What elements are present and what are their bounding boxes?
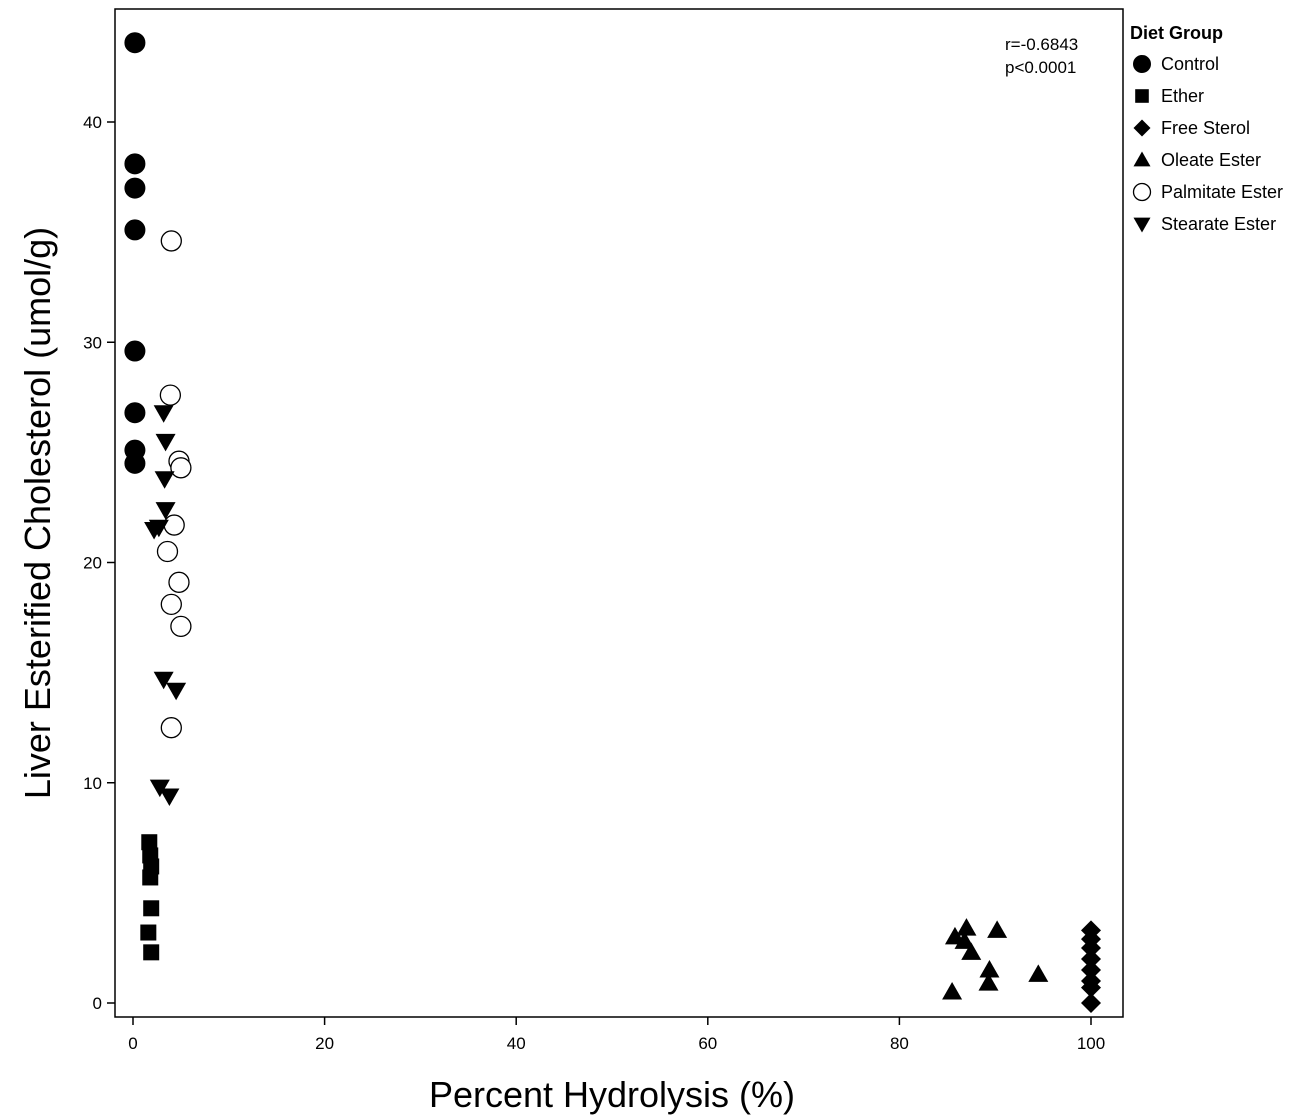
- data-point: [1081, 977, 1101, 998]
- y-axis: 0 10 20 30 40: [83, 113, 115, 1013]
- data-point: [124, 153, 146, 175]
- data-point: [154, 471, 175, 489]
- legend-title: Diet Group: [1130, 23, 1223, 43]
- series-ether: [140, 834, 160, 961]
- legend-item: Ether: [1135, 86, 1204, 106]
- data-point: [155, 502, 176, 520]
- plot-area: [114, 8, 1124, 1018]
- y-tick-label: 10: [83, 774, 102, 793]
- data-point: [156, 540, 179, 563]
- legend-label: Free Sterol: [1161, 118, 1250, 138]
- data-point: [159, 788, 180, 806]
- x-tick-label: 100: [1077, 1034, 1105, 1053]
- data-point: [143, 900, 160, 917]
- data-point: [124, 452, 146, 474]
- legend-label: Ether: [1161, 86, 1204, 106]
- data-point: [124, 402, 146, 424]
- data-point: [961, 942, 982, 960]
- legend-item: Free Sterol: [1133, 118, 1250, 138]
- x-axis-title: Percent Hydrolysis (%): [429, 1074, 795, 1115]
- data-points: [124, 32, 1101, 1013]
- data-point: [124, 32, 146, 54]
- data-point: [153, 405, 174, 423]
- legend-item: Palmitate Ester: [1132, 182, 1283, 202]
- data-point: [160, 593, 182, 615]
- series-control: [124, 32, 146, 474]
- x-axis: 0 20 40 60 80 100: [128, 1017, 1105, 1053]
- data-point: [979, 959, 1000, 978]
- data-point: [1081, 937, 1101, 958]
- data-point: [956, 918, 977, 936]
- data-point: [1081, 948, 1101, 969]
- legend-marker: [1133, 217, 1151, 233]
- data-point: [1081, 993, 1101, 1013]
- y-tick-label: 0: [93, 994, 102, 1013]
- x-tick-label: 80: [890, 1034, 909, 1053]
- data-point: [942, 981, 963, 1000]
- y-tick-label: 30: [83, 333, 102, 352]
- data-point: [170, 615, 192, 638]
- data-point: [124, 219, 146, 241]
- legend-marker: [1133, 151, 1151, 167]
- data-point: [159, 384, 182, 406]
- x-tick-label: 60: [698, 1034, 717, 1053]
- legend-label: Stearate Ester: [1161, 214, 1276, 234]
- data-point: [987, 920, 1008, 938]
- y-axis-title: Liver Esterified Cholesterol (umol/g): [17, 227, 58, 799]
- annotation-p: p<0.0001: [1005, 58, 1076, 77]
- legend-label: Control: [1161, 54, 1219, 74]
- legend-marker: [1135, 89, 1149, 103]
- legend-marker: [1133, 55, 1151, 73]
- data-point: [1028, 964, 1049, 982]
- data-point: [153, 671, 174, 690]
- legend-item: Oleate Ester: [1133, 150, 1261, 170]
- series-oleate-ester: [942, 918, 1049, 1000]
- data-point: [143, 944, 160, 961]
- legend-marker: [1132, 182, 1152, 202]
- series-stearate-ester: [144, 405, 187, 806]
- x-tick-label: 20: [315, 1034, 334, 1053]
- annotation-r: r=-0.6843: [1005, 35, 1078, 54]
- data-point: [954, 931, 975, 949]
- x-tick-label: 0: [128, 1034, 137, 1053]
- data-point: [149, 779, 170, 798]
- data-point: [148, 519, 169, 538]
- legend-item: Stearate Ester: [1133, 214, 1276, 234]
- data-point: [168, 571, 190, 593]
- legend-marker: [1133, 119, 1151, 137]
- x-tick-label: 40: [507, 1034, 526, 1053]
- series-palmitate-ester: [156, 230, 192, 739]
- legend-item: Control: [1133, 54, 1219, 74]
- legend-label: Oleate Ester: [1161, 150, 1261, 170]
- data-point: [166, 682, 187, 701]
- legend-label: Palmitate Ester: [1161, 182, 1283, 202]
- data-point: [160, 717, 182, 739]
- data-point: [141, 834, 158, 851]
- y-tick-label: 20: [83, 554, 102, 573]
- data-point: [978, 973, 999, 991]
- y-tick-label: 40: [83, 113, 102, 132]
- data-point: [155, 433, 176, 452]
- data-point: [160, 230, 182, 252]
- data-point: [170, 457, 192, 479]
- data-point: [124, 340, 146, 362]
- legend: Diet Group Control Ether Free Sterol Oleate…: [1130, 23, 1283, 234]
- data-point: [142, 869, 159, 886]
- data-point: [1081, 959, 1101, 980]
- data-point: [124, 177, 146, 199]
- series-free-sterol: [1081, 920, 1101, 1013]
- data-point: [140, 924, 157, 941]
- data-point: [163, 514, 185, 536]
